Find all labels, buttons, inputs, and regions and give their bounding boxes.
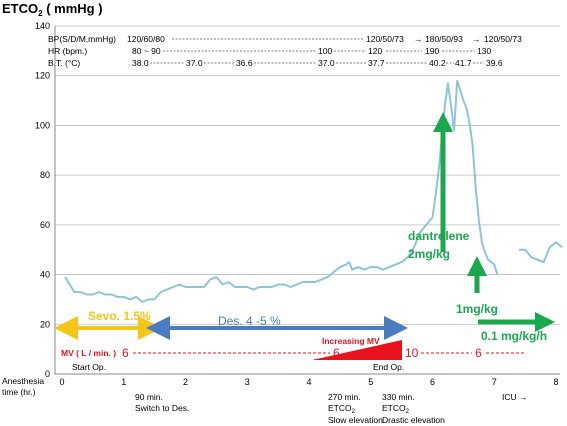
event1-time: 90 min. xyxy=(135,392,163,402)
event2-desc: Slow elevation xyxy=(328,415,383,425)
hr-start: 80 ~ 90 xyxy=(132,46,161,56)
series-line-2 xyxy=(519,241,563,264)
bt-v2: 37.0 xyxy=(186,58,203,68)
dose3-label: 0.1 mg/kg/h xyxy=(481,329,547,343)
hr-label: HR (bpm.) xyxy=(48,46,87,56)
x-axis-label-line2: time (hr.) xyxy=(2,387,36,397)
x-tick-label: 8 xyxy=(553,377,558,387)
y-tick-label: 40 xyxy=(40,270,50,280)
event3-desc: Drastic elevation xyxy=(382,415,445,425)
bt-v8: 39.6 xyxy=(486,58,503,68)
sevo-label: Sevo. 1.5% xyxy=(88,309,151,323)
start-op-label: Start Op. xyxy=(72,362,106,372)
mv-v2: 6 xyxy=(333,346,340,360)
y-tick-label: 20 xyxy=(40,319,50,329)
y-tick-label: 140 xyxy=(35,21,50,31)
y-tick-label: 80 xyxy=(40,170,50,180)
x-tick-label: 0 xyxy=(59,377,64,387)
des-label: Des. 4 -5 % xyxy=(218,314,281,328)
bp-arrow-2: → xyxy=(472,34,481,44)
hr-v3: 190 xyxy=(425,46,439,56)
bt-v5: 37.7 xyxy=(368,58,385,68)
dantrolene-dose: 2mg/kg xyxy=(408,247,450,261)
icu-label: ICU → xyxy=(502,392,528,402)
x-tick-label: 2 xyxy=(183,377,188,387)
y-tick-label: 60 xyxy=(40,220,50,230)
x-tick-label: 3 xyxy=(245,377,250,387)
bt-v4: 37.0 xyxy=(318,58,335,68)
bt-v1: 38.0 xyxy=(132,58,149,68)
mv-v4: 6 xyxy=(475,346,482,360)
bp-label: BP(S/D/M,mmHg) xyxy=(48,34,116,44)
mv-v3: 10 xyxy=(405,346,419,360)
mv-v1: 6 xyxy=(122,346,129,360)
bt-v6: 40.2 xyxy=(429,58,446,68)
bp-start: 120/60/80 xyxy=(127,34,165,44)
hr-v4: 130 xyxy=(477,46,491,56)
y-tick-label: 120 xyxy=(35,71,50,81)
vitals-header: BP(S/D/M,mmHg) 120/60/80 120/50/73 → 180… xyxy=(48,34,522,68)
y-tick-label: 0 xyxy=(45,369,50,379)
x-tick-label: 5 xyxy=(368,377,373,387)
dantrolene-label: dantrolene xyxy=(408,229,470,243)
hr-v1: 100 xyxy=(318,46,332,56)
mv-label: MV ( L / min. ) xyxy=(61,348,116,358)
grid-lines xyxy=(55,25,560,325)
x-axis-label-line1: Anesthesia xyxy=(2,376,44,386)
increasing-mv-label: Increasing MV xyxy=(322,336,380,346)
increasing-mv-wedge xyxy=(312,340,402,360)
hr-v2: 120 xyxy=(368,46,382,56)
bp-arrow: → xyxy=(414,34,423,44)
bp-peak: 180/50/93 xyxy=(425,34,463,44)
bt-v3: 36.6 xyxy=(236,58,253,68)
dose2-label: 1mg/kg xyxy=(456,302,498,316)
bp-end: 120/50/73 xyxy=(484,34,522,44)
series-line-1 xyxy=(64,79,499,303)
bp-mid: 120/50/73 xyxy=(366,34,404,44)
x-tick-label: 6 xyxy=(430,377,435,387)
etco2-series xyxy=(64,79,563,303)
x-tick-label: 7 xyxy=(492,377,497,387)
bt-label: B.T. (°C) xyxy=(48,58,80,68)
y-tick-label: 100 xyxy=(35,120,50,130)
event1-desc: Switch to Des. xyxy=(135,403,189,413)
y-axis-ticks: 0 20 40 60 80 100 120 140 xyxy=(35,21,50,379)
chart-title: ETCO2 ( mmHg ) xyxy=(2,1,103,18)
bt-v7: 41.7 xyxy=(455,58,472,68)
event3-time: 330 min. xyxy=(382,392,415,402)
x-tick-label: 4 xyxy=(306,377,311,387)
event2-etco2: ETCO2 xyxy=(328,403,356,415)
event3-etco2: ETCO2 xyxy=(382,403,410,415)
event2-time: 270 min. xyxy=(328,392,361,402)
x-tick-label: 1 xyxy=(121,377,126,387)
end-op-label: End Op. xyxy=(373,362,404,372)
x-axis-ticks: 0 1 2 3 4 5 6 7 8 xyxy=(59,377,558,387)
